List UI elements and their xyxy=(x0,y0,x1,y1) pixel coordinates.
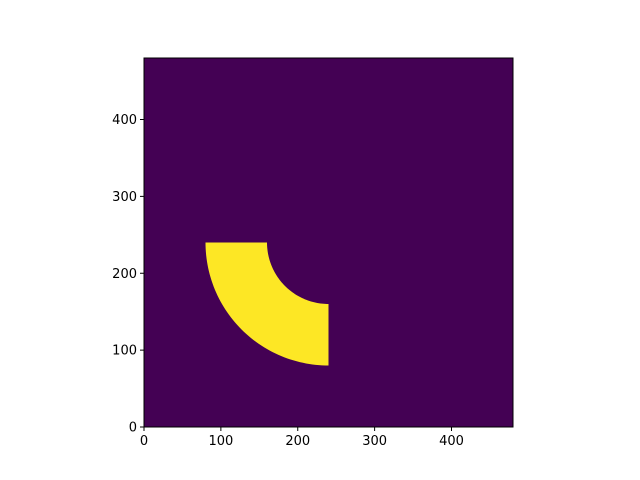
x-tick-label: 300 xyxy=(362,434,387,449)
y-tick-label: 100 xyxy=(112,344,137,359)
y-tick-label: 400 xyxy=(112,113,137,128)
y-tick-label: 300 xyxy=(112,190,137,205)
x-tick-label: 200 xyxy=(285,434,310,449)
x-tick-label: 0 xyxy=(140,434,148,449)
annular-sector-shape xyxy=(205,242,329,366)
y-tick-label: 200 xyxy=(112,267,137,282)
x-tick-label: 100 xyxy=(208,434,233,449)
x-tick-label: 400 xyxy=(439,434,464,449)
image-background xyxy=(144,58,513,427)
y-tick-label: 0 xyxy=(129,421,137,436)
y-axis-ticks: 0 100 200 300 400 xyxy=(112,113,144,436)
x-axis-ticks: 0 100 200 300 400 xyxy=(140,427,464,449)
plot-frame xyxy=(143,57,514,428)
